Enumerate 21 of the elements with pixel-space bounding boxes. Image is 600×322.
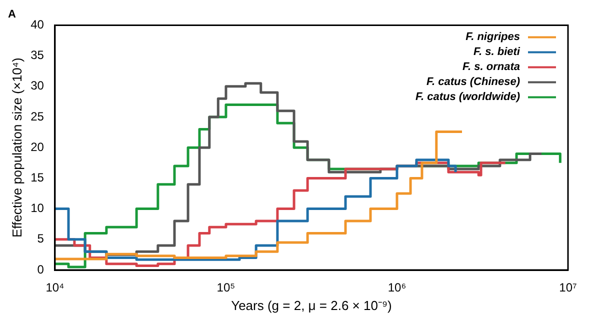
y-tick-label: 30	[30, 78, 44, 93]
y-tick-label: 35	[30, 48, 44, 62]
y-tick-label: 40	[30, 18, 44, 32]
x-tick-label: 10⁴	[46, 280, 64, 295]
legend-label: F. catus (worldwide)	[415, 91, 520, 104]
x-tick-label: 10⁷	[559, 280, 577, 295]
x-axis-title: Years (g = 2, μ = 2.6 × 10⁻⁹)	[231, 298, 392, 313]
x-tick-label: 10⁶	[388, 280, 406, 295]
chart-title: A	[8, 8, 16, 21]
y-tick-label: 25	[30, 109, 44, 124]
y-tick-label: 15	[30, 170, 44, 185]
y-tick-label: 0	[37, 262, 44, 276]
y-tick-label: 20	[30, 140, 44, 154]
legend-label: F. s. ornata	[462, 61, 520, 74]
legend-label: F. nigripes	[466, 31, 520, 44]
legend-label: F. s. bieti	[474, 46, 521, 58]
x-tick-label: 10⁵	[216, 280, 236, 295]
y-tick-label: 5	[37, 232, 44, 246]
y-tick-label: 10	[30, 201, 44, 216]
y-axis-title: Effective population size (×10⁴)	[9, 58, 24, 238]
legend-label: F. catus (Chinese)	[426, 76, 520, 88]
